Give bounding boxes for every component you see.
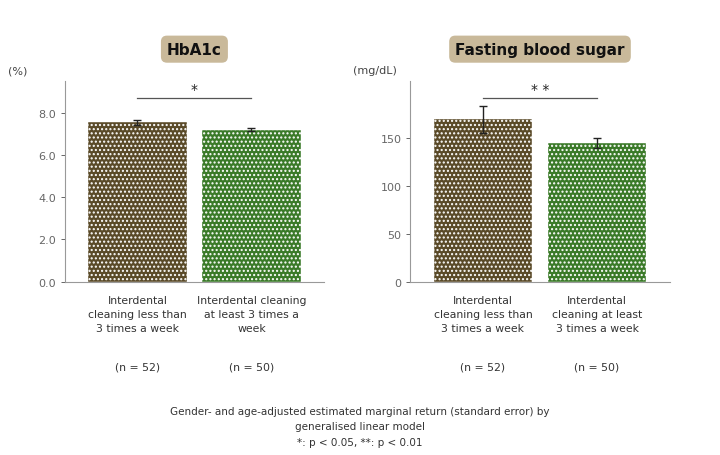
Text: (mg/dL): (mg/dL) bbox=[354, 66, 397, 76]
Text: *: p < 0.05, **: p < 0.01: *: p < 0.05, **: p < 0.01 bbox=[297, 437, 423, 447]
Bar bbox=[433, 120, 532, 282]
Text: Interdental cleaning
at least 3 times a
week: Interdental cleaning at least 3 times a … bbox=[197, 296, 306, 333]
Text: * *: * * bbox=[531, 83, 549, 97]
Text: Gender- and age-adjusted estimated marginal return (standard error) by: Gender- and age-adjusted estimated margi… bbox=[170, 406, 550, 416]
Text: Interdental
cleaning less than
3 times a week: Interdental cleaning less than 3 times a… bbox=[433, 296, 532, 333]
Text: (n = 52): (n = 52) bbox=[114, 362, 160, 372]
Text: (n = 50): (n = 50) bbox=[575, 362, 620, 372]
Text: HbA1c: HbA1c bbox=[167, 43, 222, 57]
Text: (n = 50): (n = 50) bbox=[229, 362, 274, 372]
Text: Interdental
cleaning less than
3 times a week: Interdental cleaning less than 3 times a… bbox=[88, 296, 186, 333]
Bar bbox=[548, 144, 647, 282]
Bar bbox=[88, 123, 186, 282]
Text: Fasting blood sugar: Fasting blood sugar bbox=[455, 43, 625, 57]
Bar bbox=[202, 131, 301, 282]
Text: generalised linear model: generalised linear model bbox=[295, 421, 425, 431]
Text: (n = 52): (n = 52) bbox=[460, 362, 505, 372]
Text: (%): (%) bbox=[8, 66, 27, 76]
Text: *: * bbox=[191, 83, 198, 97]
Text: Interdental
cleaning at least
3 times a week: Interdental cleaning at least 3 times a … bbox=[552, 296, 642, 333]
